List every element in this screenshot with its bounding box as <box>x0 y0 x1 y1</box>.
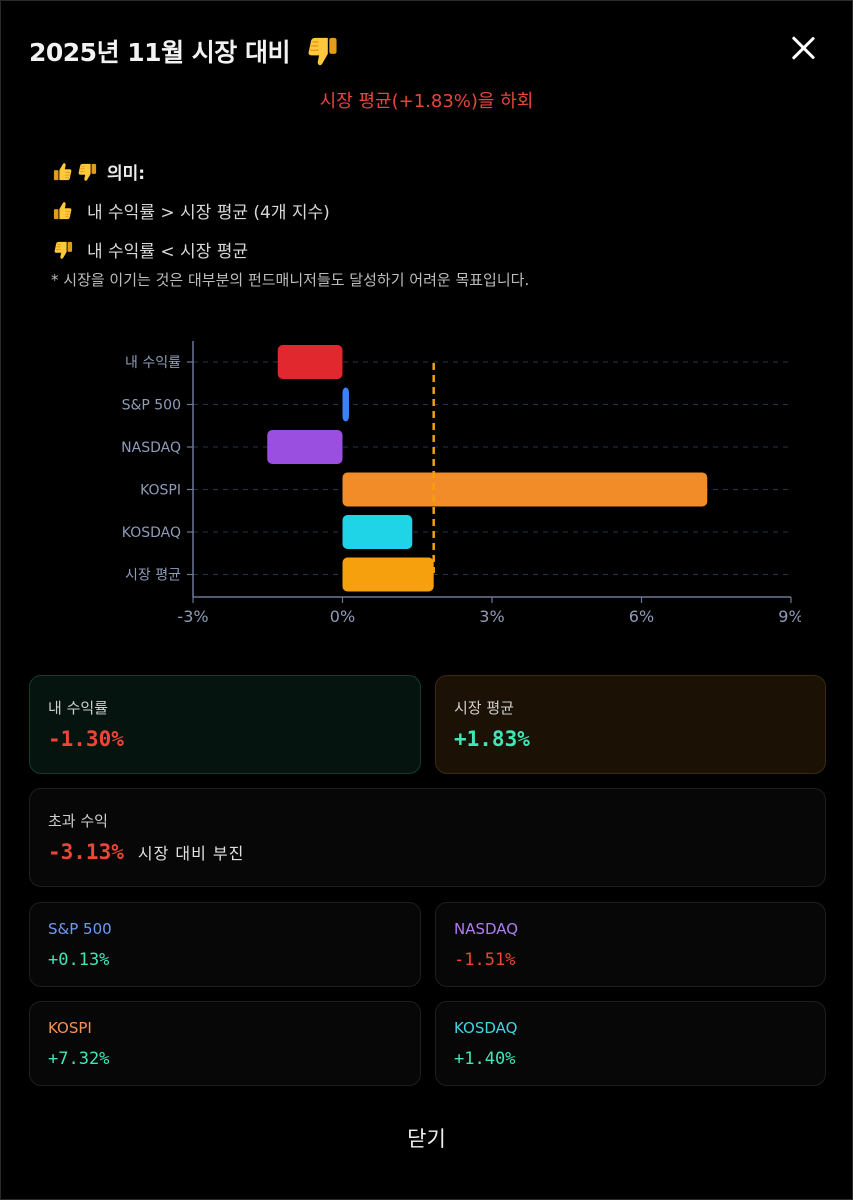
x-tick-label: 6% <box>629 607 654 626</box>
index-card-nasdaq: NASDAQ -1.51% <box>435 902 826 987</box>
close-button[interactable]: 닫기 <box>407 1127 446 1151</box>
modal-header: 2025년 11월 시장 대비 <box>29 31 338 71</box>
bar <box>277 345 343 379</box>
bar <box>342 387 349 422</box>
modal-title: 2025년 11월 시장 대비 <box>29 38 290 67</box>
excess-return-card: 초과 수익 -3.13% 시장 대비 부진 <box>29 788 826 887</box>
bar <box>342 557 434 592</box>
bar <box>342 472 708 507</box>
legend-note: * 시장을 이기는 것은 대부분의 펀드매니저들도 달성하기 어려운 목표입니다… <box>51 271 530 289</box>
bar <box>267 430 343 464</box>
y-tick-label: KOSPI <box>140 483 181 499</box>
bar <box>342 515 413 549</box>
x-tick-label: 3% <box>479 607 504 626</box>
comparison-subtitle: 시장 평균(+1.83%)을 하회 <box>319 91 534 112</box>
legend-row-text: 내 수익률 > 시장 평균 (4개 지수) <box>87 203 330 223</box>
my-return-label: 내 수익률 <box>48 699 108 717</box>
legend-row-text: 내 수익률 < 시장 평균 <box>87 242 248 262</box>
index-label: KOSDAQ <box>454 1019 518 1037</box>
excess-return-value: -3.13% <box>48 840 124 864</box>
index-label: KOSPI <box>48 1019 92 1037</box>
x-tick-label: 0% <box>330 607 355 626</box>
index-value: -1.51% <box>454 950 516 970</box>
my-return-card: 내 수익률 -1.30% <box>29 675 421 774</box>
y-tick-label: 시장 평균 <box>125 568 181 584</box>
legend-section: 의미: 내 수익률 > 시장 평균 (4개 지수) 내 수익률 < 시장 평균 <box>53 159 330 262</box>
index-value: +0.13% <box>48 950 110 970</box>
index-value: +1.40% <box>454 1049 516 1069</box>
y-tick-label: KOSDAQ <box>122 525 181 541</box>
index-value: +7.32% <box>48 1049 110 1069</box>
legend-row-down: 내 수익률 < 시장 평균 <box>53 237 330 262</box>
index-card-sp500: S&P 500 +0.13% <box>29 902 421 987</box>
excess-return-row: -3.13% 시장 대비 부진 <box>48 840 244 864</box>
y-tick-label: NASDAQ <box>121 440 181 456</box>
market-average-card: 시장 평균 +1.83% <box>435 675 826 774</box>
market-average-label: 시장 평균 <box>454 699 514 717</box>
thumbs-up-icon <box>53 201 72 220</box>
index-label: NASDAQ <box>454 920 519 938</box>
index-card-kosdaq: KOSDAQ +1.40% <box>435 1001 826 1086</box>
legend-row-up: 내 수익률 > 시장 평균 (4개 지수) <box>53 198 330 223</box>
index-label: S&P 500 <box>48 920 112 938</box>
comparison-bar-chart: -3% 0% 3% 6% 9% 내 수익률 S&P 500 NASDAQ KOSPI KOSDAQ… <box>121 341 801 626</box>
thumbs-down-icon <box>78 162 97 181</box>
excess-return-desc: 시장 대비 부진 <box>137 844 245 863</box>
index-card-kospi: KOSPI +7.32% <box>29 1001 421 1086</box>
thumbs-up-icon <box>53 162 72 181</box>
excess-return-label: 초과 수익 <box>48 812 108 830</box>
x-tick-label: 9% <box>778 607 801 626</box>
thumbs-down-icon <box>54 240 73 259</box>
thumbs-down-icon <box>307 37 338 66</box>
legend-heading: 의미: <box>53 159 330 184</box>
market-average-value: +1.83% <box>454 727 530 751</box>
x-tick-label: -3% <box>177 607 208 626</box>
y-tick-label: 내 수익률 <box>125 355 181 371</box>
y-tick-label: S&P 500 <box>122 398 181 414</box>
close-icon[interactable] <box>790 35 816 61</box>
legend-heading-text: 의미: <box>107 164 146 184</box>
my-return-value: -1.30% <box>48 727 124 751</box>
